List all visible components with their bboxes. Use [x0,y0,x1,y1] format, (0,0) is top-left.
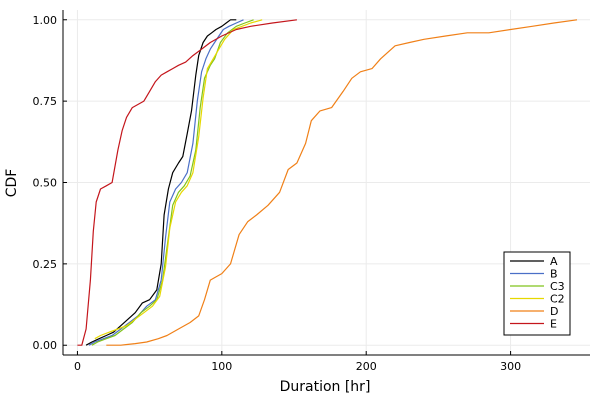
y-axis-title: CDF [4,169,20,198]
legend-label-c2: C2 [550,293,565,306]
legend-label-d: D [550,305,558,318]
y-tick-label: 0.25 [33,258,58,271]
legend-label-a: A [550,255,558,268]
grid [63,10,590,355]
y-tick-label: 0.75 [33,95,58,108]
y-tick-label: 0.00 [33,339,58,352]
series-line-d [106,19,578,346]
series-line-c2 [94,19,263,340]
tick-labels: 0 100 200 300 0.00 0.25 0.50 0.75 1.00 [33,14,522,373]
x-tick-label: 300 [500,360,521,373]
y-tick-label: 0.50 [33,177,58,190]
y-tick-label: 1.00 [33,14,58,27]
x-tick-label: 200 [356,360,377,373]
legend-box [503,251,571,336]
axes [62,10,590,356]
legend-label-c3: C3 [550,280,565,293]
series-line-e [77,19,297,346]
series-lines [77,19,578,346]
x-tick-label: 0 [74,360,81,373]
series-line-c3 [91,19,254,346]
legend-label-e: E [550,318,557,331]
x-axis-title: Duration [hr] [280,379,371,395]
x-tick-label: 100 [211,360,232,373]
legend-label-b: B [550,268,558,281]
series-line-a [85,19,237,346]
